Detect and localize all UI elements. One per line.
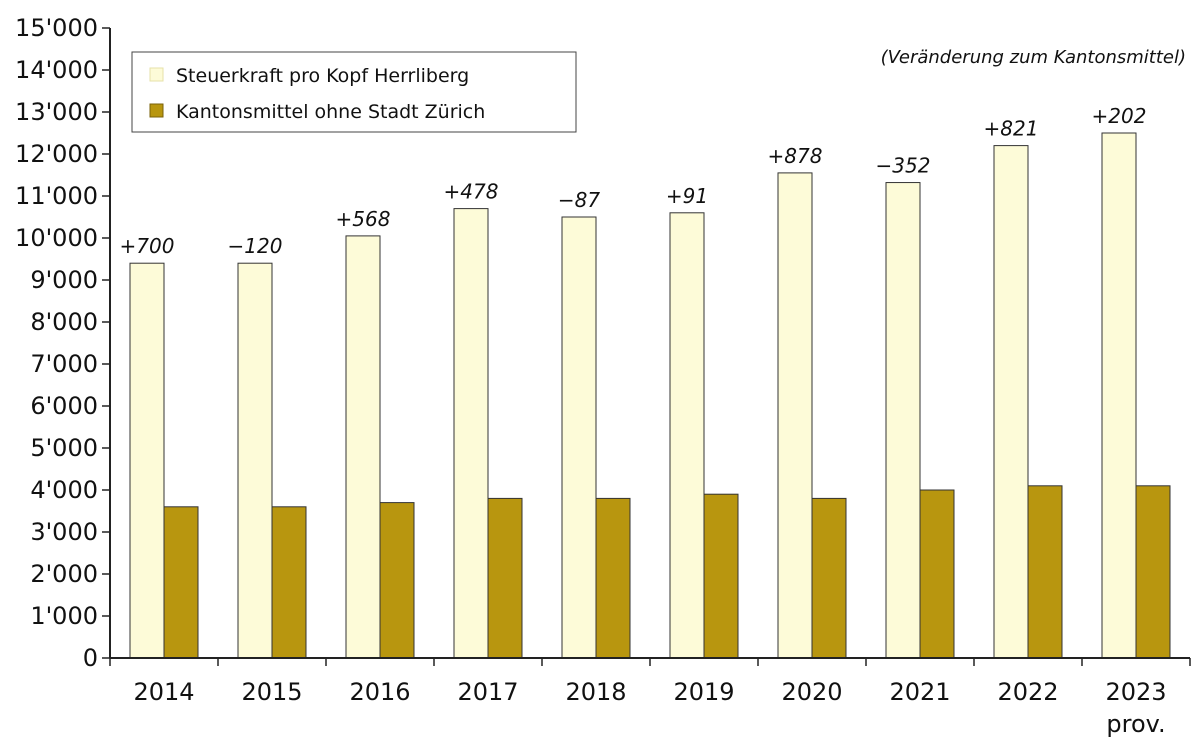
y-tick-label: 10'000 — [15, 224, 98, 252]
change-annotation: (Veränderung zum Kantonsmittel) — [881, 47, 1186, 68]
bar-kantonsmittel-2019 — [703, 493, 739, 659]
y-tick-label: 13'000 — [15, 98, 98, 126]
y-tick-label: 9'000 — [30, 266, 98, 294]
legend-swatch-herrliberg — [149, 67, 164, 82]
axes-layer: 0 1'000 2'000 3'000 4'000 5'000 6'000 7'000 8'00… — [15, 14, 1191, 738]
x-tick-label-2018: 2018 — [565, 678, 626, 706]
data-label-2016: +568 — [336, 207, 391, 231]
bar-herrliberg-2014 — [129, 262, 165, 659]
y-tick-label: 4'000 — [30, 476, 98, 504]
data-label-2018: −87 — [558, 188, 600, 212]
bar-herrliberg-2017 — [453, 208, 489, 659]
y-tick-label: 6'000 — [30, 392, 98, 420]
x-tick-label-2021: 2021 — [889, 678, 950, 706]
data-label-2014: +700 — [120, 234, 175, 258]
y-tick-label: 5'000 — [30, 434, 98, 462]
data-label-2020: +878 — [768, 144, 823, 168]
x-tick-label-2023: 2023 — [1105, 678, 1166, 706]
x-tick-label-2015: 2015 — [241, 678, 302, 706]
legend-swatch-kantonsmittel — [149, 103, 164, 118]
bars-layer: +700 −120 +568 +478 −87 +91 +878 −352 +821 +202 — [120, 104, 1171, 659]
bar-herrliberg-2019 — [669, 212, 705, 659]
y-tick-label: 12'000 — [15, 140, 98, 168]
data-label-2019: +91 — [666, 184, 708, 208]
bar-kantonsmittel-2023 — [1135, 485, 1171, 659]
legend: Steuerkraft pro Kopf Herrliberg Kantonsm… — [131, 51, 577, 133]
legend-box — [131, 51, 577, 133]
data-label-2015: −120 — [228, 234, 283, 258]
y-tick-label: 2'000 — [30, 560, 98, 588]
bar-kantonsmittel-2020 — [811, 497, 847, 659]
x-tick-label-2020: 2020 — [781, 678, 842, 706]
bar-herrliberg-2021 — [885, 182, 921, 659]
bar-kantonsmittel-2018 — [595, 497, 631, 659]
bar-herrliberg-2022 — [993, 145, 1029, 659]
bar-kantonsmittel-2016 — [379, 502, 415, 659]
y-tick-label: 11'000 — [15, 182, 98, 210]
legend-label-kantonsmittel: Kantonsmittel ohne Stadt Zürich — [176, 101, 485, 123]
y-tick-label: 14'000 — [15, 56, 98, 84]
x-tick-label-2022: 2022 — [997, 678, 1058, 706]
bar-kantonsmittel-2021 — [919, 489, 955, 659]
legend-label-herrliberg: Steuerkraft pro Kopf Herrliberg — [176, 65, 469, 87]
bar-herrliberg-2023 — [1101, 132, 1137, 659]
bar-kantonsmittel-2022 — [1027, 485, 1063, 659]
y-tick-label: 15'000 — [15, 14, 98, 42]
bar-kantonsmittel-2015 — [271, 506, 307, 659]
data-label-2022: +821 — [984, 117, 1039, 141]
x-tick-label-2017: 2017 — [457, 678, 518, 706]
y-tick-label: 8'000 — [30, 308, 98, 336]
y-tick-label: 1'000 — [30, 602, 98, 630]
y-tick-label: 0 — [83, 644, 98, 672]
x-tick-sublabel: prov. — [1106, 710, 1165, 738]
bar-kantonsmittel-2014 — [163, 506, 199, 659]
y-tick-label: 7'000 — [30, 350, 98, 378]
x-tick-label-2016: 2016 — [349, 678, 410, 706]
bar-kantonsmittel-2017 — [487, 497, 523, 659]
bar-herrliberg-2018 — [561, 216, 597, 659]
data-label-2023: +202 — [1092, 104, 1147, 128]
x-tick-label-2019: 2019 — [673, 678, 734, 706]
bar-herrliberg-2015 — [237, 262, 273, 659]
x-tick-label-2014: 2014 — [133, 678, 194, 706]
bar-herrliberg-2016 — [345, 235, 381, 659]
y-tick-label: 3'000 — [30, 518, 98, 546]
bar-herrliberg-2020 — [777, 172, 813, 659]
data-label-2017: +478 — [444, 180, 499, 204]
data-label-2021: −352 — [876, 154, 931, 178]
